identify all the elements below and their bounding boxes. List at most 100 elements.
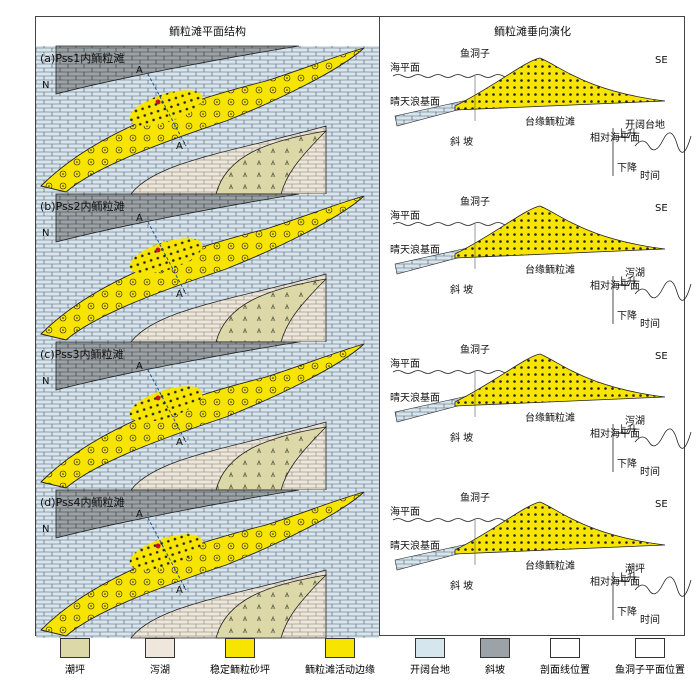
platform-margin-shoal [454, 57, 666, 111]
tidal-flat-swatch [60, 638, 90, 658]
direction-label: SE [655, 203, 668, 214]
fair-weather-base-label: 晴天浪基面 [390, 541, 440, 552]
tidal-flat-area [215, 130, 328, 195]
section-start-label: A [136, 213, 143, 224]
header-vertical: 鲕粒滩垂向演化 [494, 25, 571, 38]
section-line [147, 73, 187, 147]
legend-open-platform: 开阔台地 [395, 638, 465, 676]
right-facies-label: 泻湖 [625, 416, 645, 427]
sea-level-label: 海平面 [390, 63, 420, 74]
locality-label: 鱼洞子 [460, 197, 490, 208]
section-line-swatch [550, 638, 580, 658]
active-margin-swatch [325, 638, 355, 658]
direction-label: SE [655, 55, 668, 66]
time-label: 时间 [640, 615, 660, 626]
north-arrow: N [42, 228, 50, 239]
panel-title: (c)Pss3内鲕粒滩 [40, 348, 124, 361]
legend-locality: 鱼洞子平面位置 [605, 638, 695, 676]
legend-slope: 斜坡 [460, 638, 530, 676]
relative-sea-level-label: 相对海平面 [590, 281, 640, 292]
tidal-flat-area [215, 574, 328, 639]
active-shoal-margin [129, 386, 203, 422]
relative-sea-level-label: 相对海平面 [590, 133, 640, 144]
slope-label: 斜 坡 [450, 433, 474, 444]
time-label: 时间 [640, 171, 660, 182]
fair-weather-base-label: 晴天浪基面 [390, 97, 440, 108]
slope-area [55, 341, 300, 391]
legend-stable-oolite: 稳定鲕粒砂坪 [195, 638, 285, 676]
locality-swatch [635, 638, 665, 658]
locality-marker [155, 543, 161, 549]
sea-level-curve [634, 280, 692, 301]
time-label: 时间 [640, 319, 660, 330]
section-line [147, 517, 187, 591]
legend-lagoon: 泻湖 [125, 638, 195, 676]
section-start-label: A [136, 361, 143, 372]
sea-level-label: 海平面 [390, 211, 420, 222]
locality-marker [155, 99, 161, 105]
fall-label: 下降 [617, 311, 637, 322]
header-plan: 鲕粒滩平面结构 [169, 25, 246, 38]
rise-label: 上升 [617, 425, 637, 436]
rise-label: 上升 [617, 277, 637, 288]
section-end-label: A' [176, 141, 186, 152]
sea-level-label: 海平面 [390, 507, 420, 518]
right-facies-label: 潮坪 [625, 564, 645, 575]
section-end-label: A' [176, 585, 186, 596]
legend-active-margin: 鲕粒滩活动边缘 [285, 638, 395, 676]
section-end-label: A' [176, 437, 186, 448]
slope-area [55, 45, 300, 95]
tidal-flat-area [215, 278, 328, 343]
slope-label: 斜 坡 [450, 285, 474, 296]
platform-margin-shoal [454, 205, 666, 259]
slope-label: 斜 坡 [450, 137, 474, 148]
relative-sea-level-label: 相对海平面 [590, 577, 640, 588]
open-platform-swatch [415, 638, 445, 658]
locality-label: 鱼洞子 [460, 49, 490, 60]
lagoon-swatch [145, 638, 175, 658]
tidal-flat-area [215, 426, 328, 491]
section-line [147, 369, 187, 443]
fall-label: 下降 [617, 163, 637, 174]
section-start-label: A [136, 509, 143, 520]
active-shoal-margin [129, 238, 203, 274]
panel-title: (a)Pss1内鲕粒滩 [40, 52, 125, 65]
column-divider [35, 16, 380, 636]
sea-level-line [392, 74, 514, 78]
north-arrow: N [42, 80, 50, 91]
platform-margin-shoal [454, 353, 666, 407]
legend: 潮坪 泻湖 稳定鲕粒砂坪 鲕粒滩活动边缘 开阔台地 斜坡 剖面线位置 鱼洞子平面… [40, 638, 685, 683]
slope-area [55, 193, 300, 243]
right-facies-label: 泻湖 [625, 268, 645, 279]
section-line [147, 221, 187, 295]
direction-label: SE [655, 351, 668, 362]
platform-margin-shoal [454, 501, 666, 555]
sea-level-curve [634, 576, 692, 597]
fair-weather-base-label: 晴天浪基面 [390, 245, 440, 256]
locality-label: 鱼洞子 [460, 493, 490, 504]
sea-level-line [392, 370, 514, 374]
direction-label: SE [655, 499, 668, 510]
north-arrow: N [42, 524, 50, 535]
shoal-label: 台缘鲕粒滩 [525, 117, 575, 128]
rise-label: 上升 [617, 129, 637, 140]
rise-label: 上升 [617, 573, 637, 584]
right-facies-label: 开阔台地 [625, 120, 665, 131]
sea-level-line [392, 518, 514, 522]
time-label: 时间 [640, 467, 660, 478]
slope-area [55, 489, 300, 539]
sea-level-curve [634, 428, 692, 449]
sea-level-curve [634, 132, 692, 153]
legend-section-line: 剖面线位置 [525, 638, 605, 676]
panel-title: (d)Pss4内鲕粒滩 [40, 496, 125, 509]
active-shoal-margin [129, 534, 203, 570]
shoal-label: 台缘鲕粒滩 [525, 561, 575, 572]
relative-sea-level-label: 相对海平面 [590, 429, 640, 440]
shoal-label: 台缘鲕粒滩 [525, 265, 575, 276]
fair-weather-base-label: 晴天浪基面 [390, 393, 440, 404]
sea-level-line [392, 222, 514, 226]
fall-label: 下降 [617, 459, 637, 470]
shoal-label: 台缘鲕粒滩 [525, 413, 575, 424]
